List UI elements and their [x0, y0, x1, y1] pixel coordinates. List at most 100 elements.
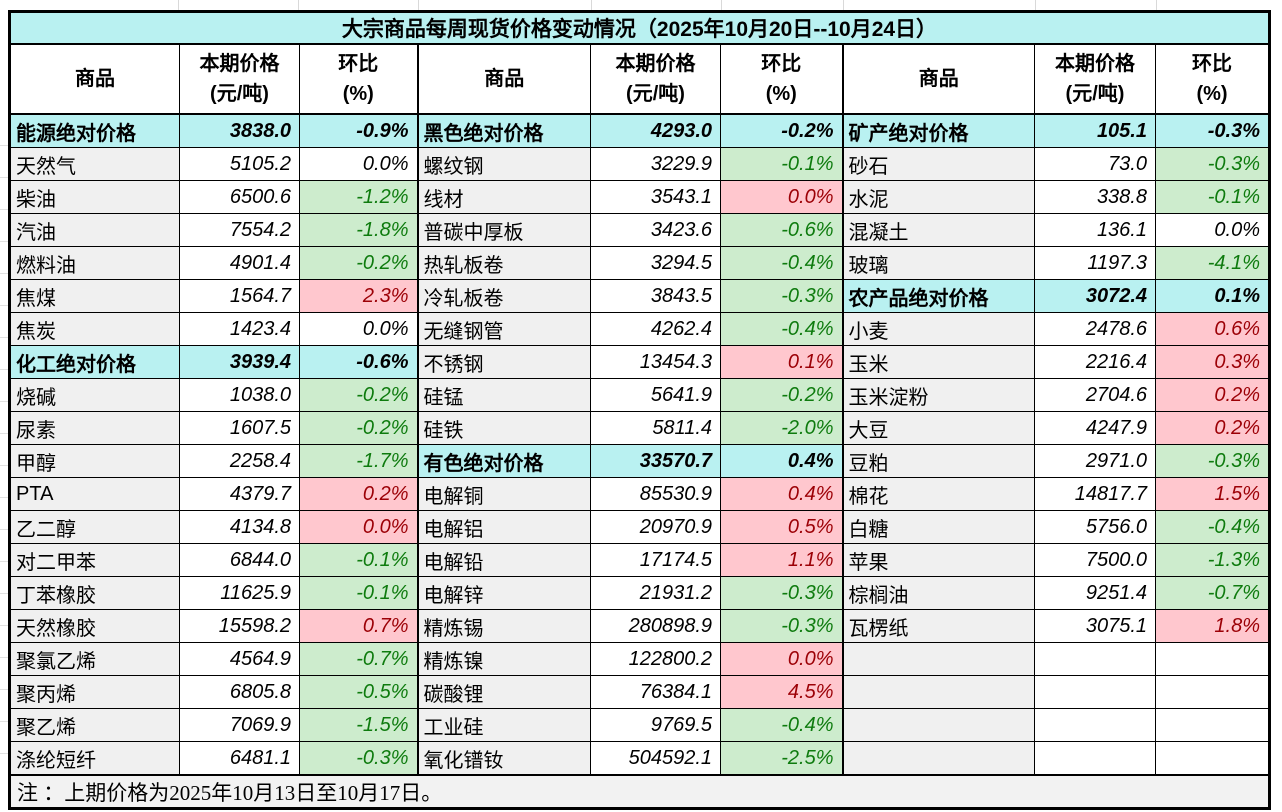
pct-change-cell: -0.3%	[1155, 444, 1270, 478]
col-header-price-line2: (元/吨)	[210, 83, 269, 105]
price-cell: 73.0	[1034, 147, 1156, 181]
price-cell: 7554.2	[179, 213, 300, 247]
price-cell: 9769.5	[590, 708, 721, 742]
commodity-name-cell: 水泥	[841, 180, 1035, 214]
price-cell: 3939.4	[179, 345, 300, 379]
col-header-commodity-2: 商品	[416, 43, 591, 115]
note-row: 注 ：上期价格为2025年10月13日至10月17日。	[9, 774, 1270, 809]
commodity-name-cell: 化工绝对价格	[9, 345, 180, 379]
price-cell: 3423.6	[590, 213, 721, 247]
commodity-name-cell: 棕榈油	[841, 576, 1035, 610]
price-cell: 5811.4	[590, 411, 721, 445]
table-row: 柴油 6500.6 -1.2% 线材 3543.1 0.0% 水泥 338.8 -0.1%	[9, 180, 1270, 214]
table-row: 聚丙烯 6805.8 -0.5% 碳酸锂 76384.1 4.5%	[9, 675, 1270, 709]
price-cell: 3229.9	[590, 147, 721, 181]
pct-change-cell: 0.2%	[1155, 378, 1270, 412]
price-cell: 33570.7	[590, 444, 721, 478]
excel-gridline	[418, 0, 419, 10]
commodity-name-cell: 工业硅	[416, 708, 591, 742]
table-title: 大宗商品每周现货价格变动情况（2025年10月20日--10月24日）	[9, 11, 1270, 45]
pct-change-cell: -2.5%	[720, 741, 843, 776]
pct-change-cell	[1155, 741, 1270, 776]
pct-change-cell: -0.7%	[299, 642, 418, 676]
table-row: PTA 4379.7 0.2% 电解铜 85530.9 0.4% 棉花 14817.7 1.5%	[9, 477, 1270, 511]
table-row: 甲醇 2258.4 -1.7% 有色绝对价格 33570.7 0.4% 豆粕 2971.0 -0…	[9, 444, 1270, 478]
pct-change-cell: -1.8%	[299, 213, 418, 247]
pct-change-cell: 0.5%	[720, 510, 843, 544]
pct-change-cell: 1.1%	[720, 543, 843, 577]
price-cell: 504592.1	[590, 741, 721, 776]
pct-change-cell: 0.1%	[720, 345, 843, 379]
price-cell: 1038.0	[179, 378, 300, 412]
price-cell: 2704.6	[1034, 378, 1156, 412]
commodity-name-cell: 不锈钢	[416, 345, 591, 379]
price-cell: 4379.7	[179, 477, 300, 511]
pct-change-cell: 0.0%	[720, 180, 843, 214]
price-cell: 105.1	[1034, 113, 1156, 148]
col-header-price-line1: 本期价格	[1055, 53, 1135, 75]
price-cell: 3843.5	[590, 279, 721, 313]
pct-change-cell: -0.3%	[720, 279, 843, 313]
col-header-price-line2: (元/吨)	[1065, 83, 1125, 105]
table-row: 聚氯乙烯 4564.9 -0.7% 精炼镍 122800.2 0.0%	[9, 642, 1270, 676]
commodity-name-cell: 冷轧板卷	[416, 279, 591, 313]
commodity-name-cell: 无缝钢管	[416, 312, 591, 346]
pct-change-cell: 0.4%	[720, 444, 843, 478]
col-header-pct-line2: (%)	[765, 83, 797, 105]
commodity-name-cell: 豆粕	[841, 444, 1035, 478]
pct-change-cell: -0.2%	[299, 246, 418, 280]
pct-change-cell: 0.2%	[299, 477, 418, 511]
excel-gridline-left-margin	[0, 114, 8, 776]
commodity-name-cell: 玉米	[841, 345, 1035, 379]
commodity-name-cell: 焦煤	[9, 279, 180, 313]
pct-change-cell: 1.5%	[1155, 477, 1270, 511]
commodity-name-cell: 热轧板卷	[416, 246, 591, 280]
price-cell: 3294.5	[590, 246, 721, 280]
excel-gridline	[1156, 0, 1157, 10]
pct-change-cell: -0.4%	[720, 708, 843, 742]
commodity-name-cell: 精炼锡	[416, 609, 591, 643]
col-header-price-line1: 本期价格	[615, 53, 696, 75]
pct-change-cell: -0.1%	[720, 147, 843, 181]
commodity-name-cell: 柴油	[9, 180, 180, 214]
table-row: 化工绝对价格 3939.4 -0.6% 不锈钢 13454.3 0.1% 玉米 2216.4 0…	[9, 345, 1270, 379]
col-header-pct-1: 环比 (%)	[299, 43, 418, 115]
pct-change-cell: -0.2%	[720, 378, 843, 412]
excel-gridline	[298, 0, 299, 10]
commodity-name-cell: 大豆	[841, 411, 1035, 445]
commodity-name-cell: 涤纶短纤	[9, 741, 180, 776]
price-cell: 9251.4	[1034, 576, 1156, 610]
table-row: 能源绝对价格 3838.0 -0.9% 黑色绝对价格 4293.0 -0.2% 矿产绝对价格…	[9, 113, 1270, 148]
commodity-name-cell	[841, 675, 1035, 709]
commodity-name-cell: 电解铜	[416, 477, 591, 511]
pct-change-cell: -0.3%	[1155, 147, 1270, 181]
col-header-pct-3: 环比 (%)	[1155, 43, 1270, 115]
commodity-name-cell: 天然气	[9, 147, 180, 181]
pct-change-cell: -0.4%	[720, 246, 843, 280]
commodity-name-cell: 能源绝对价格	[9, 113, 180, 148]
pct-change-cell: 0.4%	[720, 477, 843, 511]
pct-change-cell	[1155, 642, 1270, 676]
pct-change-cell: -2.0%	[720, 411, 843, 445]
col-header-price-2: 本期价格 (元/吨)	[590, 43, 721, 115]
price-cell: 3543.1	[590, 180, 721, 214]
price-cell: 4262.4	[590, 312, 721, 346]
excel-gridline	[843, 0, 844, 10]
pct-change-cell: -0.3%	[299, 741, 418, 776]
col-header-pct-line2: (%)	[1196, 83, 1228, 105]
pct-change-cell: 0.0%	[299, 510, 418, 544]
price-cell: 122800.2	[590, 642, 721, 676]
price-cell: 6481.1	[179, 741, 300, 776]
price-cell: 3838.0	[179, 113, 300, 148]
price-cell: 7500.0	[1034, 543, 1156, 577]
price-cell: 5756.0	[1034, 510, 1156, 544]
title-row: 大宗商品每周现货价格变动情况（2025年10月20日--10月24日）	[9, 11, 1270, 45]
commodity-name-cell	[841, 708, 1035, 742]
commodity-name-cell: 普碳中厚板	[416, 213, 591, 247]
price-cell: 6805.8	[179, 675, 300, 709]
pct-change-cell: -0.2%	[720, 113, 843, 148]
commodity-name-cell: 丁苯橡胶	[9, 576, 180, 610]
price-cell: 14817.7	[1034, 477, 1156, 511]
commodity-name-cell: 对二甲苯	[9, 543, 180, 577]
table-note: 注 ：上期价格为2025年10月13日至10月17日。	[9, 774, 1270, 809]
